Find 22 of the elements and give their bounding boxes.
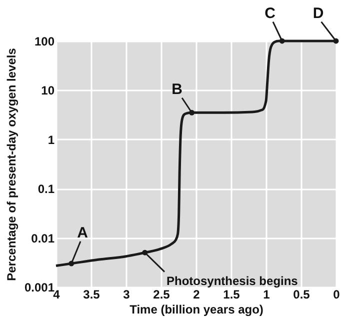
- y-tick-label: 1: [48, 132, 55, 147]
- annotation: C: [264, 4, 276, 22]
- x-tick-label: 3.5: [83, 288, 100, 302]
- x-tick-label: 4: [53, 288, 60, 302]
- y-axis-title: Percentage of present-day oxygen levels: [4, 48, 18, 281]
- y-tick-label: 0.1: [38, 182, 55, 196]
- x-tick-label: 0.5: [293, 288, 310, 302]
- annotation: Photosynthesis begins: [166, 274, 298, 288]
- y-tick-label: 0.001: [24, 280, 55, 294]
- annotation: B: [172, 80, 183, 98]
- x-tick-label: 2: [193, 288, 200, 302]
- x-tick-label: 1: [263, 288, 270, 302]
- x-tick-label: 3: [123, 288, 130, 302]
- x-axis-title: Time (billion years ago): [130, 302, 264, 316]
- annotation: D: [312, 4, 324, 22]
- x-tick-label: 1.5: [223, 288, 240, 302]
- y-tick-label: 100: [34, 34, 55, 48]
- y-tick-label: 0.01: [31, 231, 55, 246]
- x-tick-label: 0: [333, 288, 340, 302]
- annotation: A: [77, 224, 88, 242]
- x-tick-label: 2.5: [153, 288, 170, 302]
- y-tick-label: 10: [41, 84, 55, 98]
